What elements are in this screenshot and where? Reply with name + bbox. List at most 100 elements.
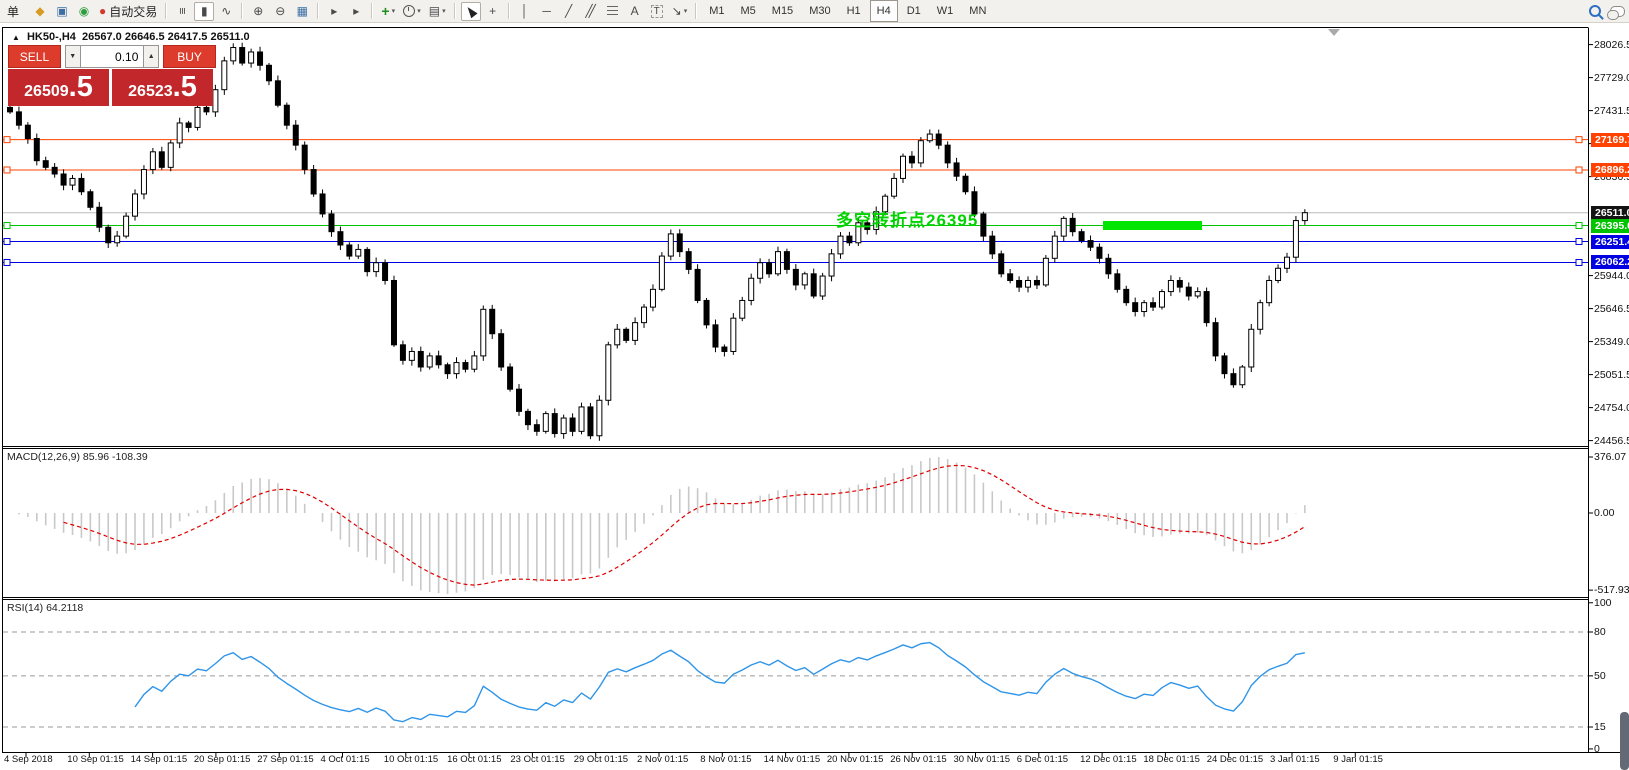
zoom-out-icon[interactable]: ⊖ <box>275 4 286 18</box>
auto-trading-label: 自动交易 <box>109 4 158 19</box>
trendline-tool[interactable]: ╱ <box>565 4 573 18</box>
rsi-indicator-label: RSI(14) 64.2118 <box>7 602 84 614</box>
timeframe-h4[interactable]: H4 <box>869 0 898 22</box>
templates-button[interactable]: ▤ ▾ <box>428 4 446 18</box>
chart-shift-icon[interactable]: ▸ <box>353 4 360 18</box>
main-toolbar: 单 ◆ ▣ ◉ ● 自动交易 ≡ ▮ ∿ ⊕ ⊖ ▦ ▸ ▸ + ▾ ▾ ▤ ▾ + │ ─ ╱ ╱╱ A T ↘ ▾ M1 M5 M15 M… <box>0 0 1629 23</box>
toolbar-separator <box>507 3 510 19</box>
cursor-icon[interactable] <box>460 1 481 21</box>
line-anchor-left <box>3 136 11 144</box>
line-anchor-left <box>3 222 11 230</box>
macd-scale-label: 0.00 <box>1594 507 1615 519</box>
one-click-trade-panel: SELL ▼ 0.10 ▲ BUY 26509 .5 26523 .5 <box>8 45 216 106</box>
label-tool[interactable]: T <box>647 2 667 21</box>
horizontal-line-tool[interactable]: ─ <box>542 4 551 18</box>
fibonacci-tool[interactable] <box>603 2 623 21</box>
macd-signal-line <box>63 464 1306 586</box>
auto-trading-button[interactable]: ● 自动交易 <box>99 4 158 19</box>
chart-symbol: HK50-,H4 <box>26 31 76 43</box>
rsi-scale-label: 100 <box>1594 596 1612 609</box>
time-axis-label: 6 Dec 01:15 <box>1016 754 1069 765</box>
price-tick-label: 24456.5 <box>1594 434 1629 447</box>
price-badge-26062.2[interactable]: 26062.2 <box>1591 255 1629 270</box>
line-anchor-left <box>3 258 11 266</box>
line-chart-icon[interactable]: ∿ <box>221 4 232 18</box>
chart-window-icon[interactable]: ▣ <box>56 4 68 18</box>
price-badge-26511.0: 26511.0 <box>1591 205 1629 220</box>
time-axis-label: 20 Nov 01:15 <box>826 754 884 765</box>
time-axis-label: 4 Oct 01:15 <box>320 754 370 765</box>
timeframe-d1[interactable]: D1 <box>906 5 921 17</box>
toolbar-separator <box>371 3 374 19</box>
volume-down-button[interactable]: ▼ <box>64 45 81 68</box>
rsi-line <box>134 641 1305 723</box>
chart-shift-marker <box>1328 29 1340 36</box>
candlestick-chart-icon[interactable]: ▮ <box>194 1 215 21</box>
time-axis-label: 30 Nov 01:15 <box>953 754 1011 765</box>
sell-button[interactable]: SELL <box>8 45 61 68</box>
time-axis-label: 12 Dec 01:15 <box>1080 754 1137 765</box>
line-anchor-right <box>1575 222 1583 230</box>
pivot-annotation-text[interactable]: 多空转折点26395 <box>836 211 979 230</box>
price-tick-label: 25349.0 <box>1594 335 1629 348</box>
line-anchor-left <box>3 166 11 174</box>
chart-collapse-icon[interactable]: ▲ <box>12 33 20 42</box>
vertical-scrollbar-thumb[interactable] <box>1620 712 1629 770</box>
price-tick-label: 25944.0 <box>1594 269 1629 282</box>
time-axis-label: 18 Dec 01:15 <box>1143 754 1200 765</box>
time-axis-label: 26 Nov 01:15 <box>890 754 947 765</box>
price-badge-26251.4[interactable]: 26251.4 <box>1591 234 1629 249</box>
time-axis-label: 10 Oct 01:15 <box>383 754 439 765</box>
text-tool[interactable]: A <box>630 4 639 18</box>
menu-fragment[interactable]: 单 <box>6 4 19 19</box>
dropdown-caret-icon: ▾ <box>442 8 446 15</box>
toolbar-separator <box>317 3 320 19</box>
line-anchor-right <box>1575 258 1583 266</box>
toolbar-separator <box>453 3 456 19</box>
channel-tool[interactable]: ╱╱ <box>585 4 596 18</box>
periods-button[interactable]: ▾ <box>400 2 424 21</box>
rsi-scale-label: 15 <box>1594 720 1606 733</box>
timeframe-m1[interactable]: M1 <box>709 5 725 17</box>
buy-button[interactable]: BUY <box>163 45 216 68</box>
bar-chart-icon[interactable]: ≡ <box>175 7 190 15</box>
price-tick-label: 27729.0 <box>1594 71 1629 84</box>
timeframe-h1[interactable]: H1 <box>846 5 861 17</box>
price-tick-label: 25051.5 <box>1594 368 1629 381</box>
indicators-button[interactable]: + ▾ <box>381 3 396 19</box>
chart-title: ▲ HK50-,H4 26567.0 26646.5 26417.5 26511… <box>12 31 250 43</box>
crosshair-icon[interactable]: + <box>489 4 497 18</box>
price-badge-27169.7[interactable]: 27169.7 <box>1591 132 1629 147</box>
time-axis-label: 24 Dec 01:15 <box>1206 754 1264 765</box>
timeframe-mn[interactable]: MN <box>969 5 987 17</box>
zoom-in-icon[interactable]: ⊕ <box>253 4 264 18</box>
signals-icon[interactable]: ◉ <box>78 4 90 18</box>
price-tick-label: 25646.5 <box>1594 302 1629 315</box>
price-badge-26896.2[interactable]: 26896.2 <box>1591 162 1629 177</box>
chart-ohlc-values: 26567.0 26646.5 26417.5 26511.0 <box>82 31 250 43</box>
rsi-scale-label: 0 <box>1594 742 1600 755</box>
sell-price-box[interactable]: 26509 .5 <box>8 69 109 106</box>
tile-windows-icon[interactable]: ▦ <box>296 4 308 18</box>
timeframe-m30[interactable]: M30 <box>809 5 831 17</box>
macd-scale-label: -517.93 <box>1594 584 1629 597</box>
timeframe-m15[interactable]: M15 <box>771 5 794 17</box>
timeframe-w1[interactable]: W1 <box>936 5 954 17</box>
toolbar-separator <box>165 3 168 19</box>
chat-icon[interactable] <box>1607 2 1628 21</box>
time-axis-label: 29 Oct 01:15 <box>573 754 629 765</box>
auto-scroll-icon[interactable]: ▸ <box>331 4 338 18</box>
price-badge-26395.6[interactable]: 26395.6 <box>1591 218 1629 233</box>
search-icon[interactable] <box>1585 2 1605 21</box>
rsi-scale-label: 50 <box>1594 669 1606 682</box>
dropdown-caret-icon: ▾ <box>683 8 688 15</box>
buy-price-box[interactable]: 26523 .5 <box>112 69 213 106</box>
vertical-line-tool[interactable]: │ <box>520 4 529 18</box>
arrows-tool[interactable]: ↘ ▾ <box>671 4 688 18</box>
macd-scale-label: 376.07 <box>1594 450 1627 463</box>
volume-input[interactable]: 0.10 <box>80 45 144 68</box>
volume-up-button[interactable]: ▲ <box>143 45 160 68</box>
new-order-icon[interactable]: ◆ <box>35 4 45 18</box>
timeframe-m5[interactable]: M5 <box>740 5 756 17</box>
